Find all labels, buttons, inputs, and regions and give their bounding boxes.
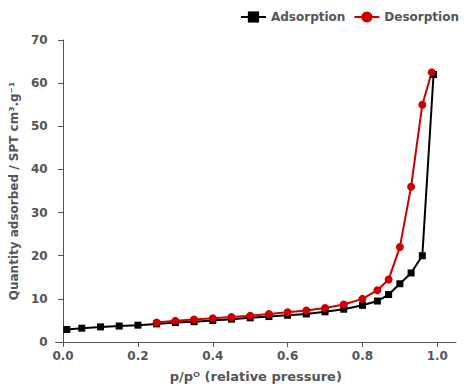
svg-text:0.2: 0.2 [127,349,148,363]
svg-text:60: 60 [31,76,48,90]
svg-text:0.4: 0.4 [202,349,223,363]
svg-text:30: 30 [31,206,48,220]
svg-text:p/pᴼ (relative pressure): p/pᴼ (relative pressure) [170,369,342,384]
svg-text:10: 10 [31,292,48,306]
svg-text:0: 0 [39,335,47,349]
svg-text:Quantity adsorbed / SPT cm³.g⁻: Quantity adsorbed / SPT cm³.g⁻¹ [7,82,21,300]
svg-text:1.0: 1.0 [427,349,448,363]
svg-text:40: 40 [31,162,48,176]
svg-text:70: 70 [31,33,48,47]
svg-text:50: 50 [31,119,48,133]
svg-text:0.6: 0.6 [277,349,298,363]
svg-text:Adsorption: Adsorption [271,10,345,24]
svg-text:20: 20 [31,249,48,263]
svg-text:Desorption: Desorption [384,10,459,24]
svg-text:0.8: 0.8 [352,349,373,363]
svg-text:0.0: 0.0 [52,349,73,363]
